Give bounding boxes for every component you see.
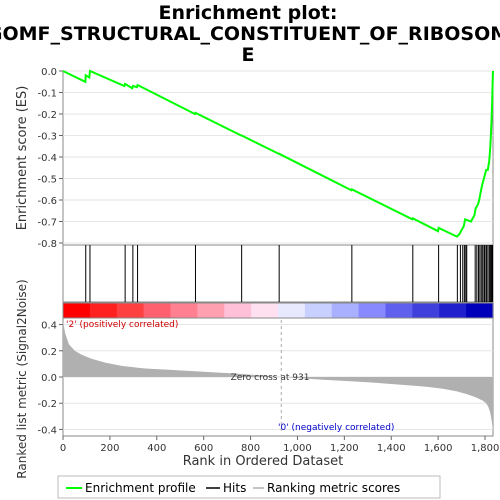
es-y-tick-label: -0.5	[37, 175, 57, 186]
heatmap-cell	[89, 303, 118, 318]
es-y-tick-label: -0.8	[37, 239, 57, 250]
metric-y-axis-title: Ranked list metric (Signal2Noise)	[15, 279, 29, 478]
metric-y-tick-label: -0.4	[37, 425, 57, 436]
x-tick-label: 200	[100, 443, 119, 454]
es-y-tick-label: -0.3	[37, 132, 57, 143]
x-tick-label: 400	[147, 443, 166, 454]
hits-panel	[62, 244, 494, 303]
es-y-axis-title: Enrichment score (ES)	[15, 86, 30, 231]
heatmap-cell	[385, 303, 413, 318]
metric-y-tick-label: 0.0	[41, 373, 57, 384]
chart-title-line-1: Enrichment plot:	[159, 2, 338, 24]
heatmap-cell	[278, 303, 306, 318]
es-y-tick-label: 0.0	[41, 67, 57, 78]
legend: Enrichment profile Hits Ranking metric s…	[57, 475, 441, 499]
x-tick-label: 1,000	[283, 443, 312, 454]
x-tick-label: 1,600	[424, 443, 453, 454]
heatmap-cell	[116, 303, 145, 318]
heatmap-cell	[412, 303, 440, 318]
heatmap-cell	[197, 303, 225, 318]
legend-frame	[57, 475, 441, 499]
metric-panel: Zero cross at 931 '2' (positively correl…	[15, 279, 499, 478]
es-gridlines	[63, 70, 493, 244]
heatmap-cell	[304, 303, 333, 318]
heatmap-cell	[439, 303, 467, 318]
hit-lines	[85, 245, 494, 302]
metric-y-ticks: 0.4 0.2 0.0 -0.2 -0.4	[37, 321, 63, 436]
legend-label-hits: Hits	[223, 481, 246, 495]
metric-x-ticks: 0 200 400 600 800 1,000 1,200 1,400 1,600 1,800	[60, 436, 500, 454]
heatmap-cell	[466, 303, 494, 318]
chart-title-line-3: E	[242, 44, 255, 66]
legend-label-ranking-metric: Ranking metric scores	[267, 481, 400, 495]
negative-correlation-label: '0' (negatively correlated)	[278, 423, 394, 433]
es-y-tick-label: -0.4	[37, 153, 57, 164]
ranking-metric-area	[63, 321, 493, 431]
x-axis-title: Rank in Ordered Dataset	[183, 454, 344, 469]
es-y-tick-label: -0.2	[37, 110, 57, 121]
es-y-tick-label: -0.6	[37, 196, 57, 207]
es-plot-frame	[62, 70, 494, 246]
heatmap-cells	[63, 303, 494, 318]
zero-cross-label: Zero cross at 931	[231, 373, 310, 383]
es-y-tick-label: -0.1	[37, 89, 57, 100]
heatmap-cell	[170, 303, 198, 318]
metric-y-tick-label: 0.4	[41, 321, 57, 332]
heatmap-panel	[62, 302, 494, 319]
x-tick-label: 1,400	[377, 443, 406, 454]
enrichment-profile-line	[62, 69, 494, 238]
positive-correlation-label: '2' (positively correlated)	[66, 320, 178, 330]
x-tick-label: 1,800	[471, 443, 500, 454]
es-y-tick-label: -0.7	[37, 218, 57, 229]
x-tick-label: 0	[60, 443, 66, 454]
metric-y-tick-label: -0.2	[37, 399, 57, 410]
es-y-ticks: 0.0 -0.1 -0.2 -0.3 -0.4 -0.5 -0.6 -0.7 -0.8	[37, 67, 63, 250]
hits-frame	[62, 244, 494, 303]
heatmap-cell	[251, 303, 279, 318]
heatmap-cell	[63, 303, 91, 318]
legend-label-enrichment-profile: Enrichment profile	[85, 481, 196, 495]
metric-y-tick-label: 0.2	[41, 347, 57, 358]
heatmap-cell	[331, 303, 360, 318]
heatmap-cell	[143, 303, 172, 318]
x-tick-label: 600	[194, 443, 213, 454]
es-panel: 0.0 -0.1 -0.2 -0.3 -0.4 -0.5 -0.6 -0.7 -0.8 Enri…	[15, 67, 494, 250]
heatmap-cell	[224, 303, 252, 318]
chart-title-line-2: GOMF_STRUCTURAL_CONSTITUENT_OF_RIBOSOM	[0, 23, 500, 45]
x-tick-label: 1,200	[330, 443, 359, 454]
heatmap-cell	[358, 303, 387, 318]
x-tick-label: 800	[241, 443, 260, 454]
